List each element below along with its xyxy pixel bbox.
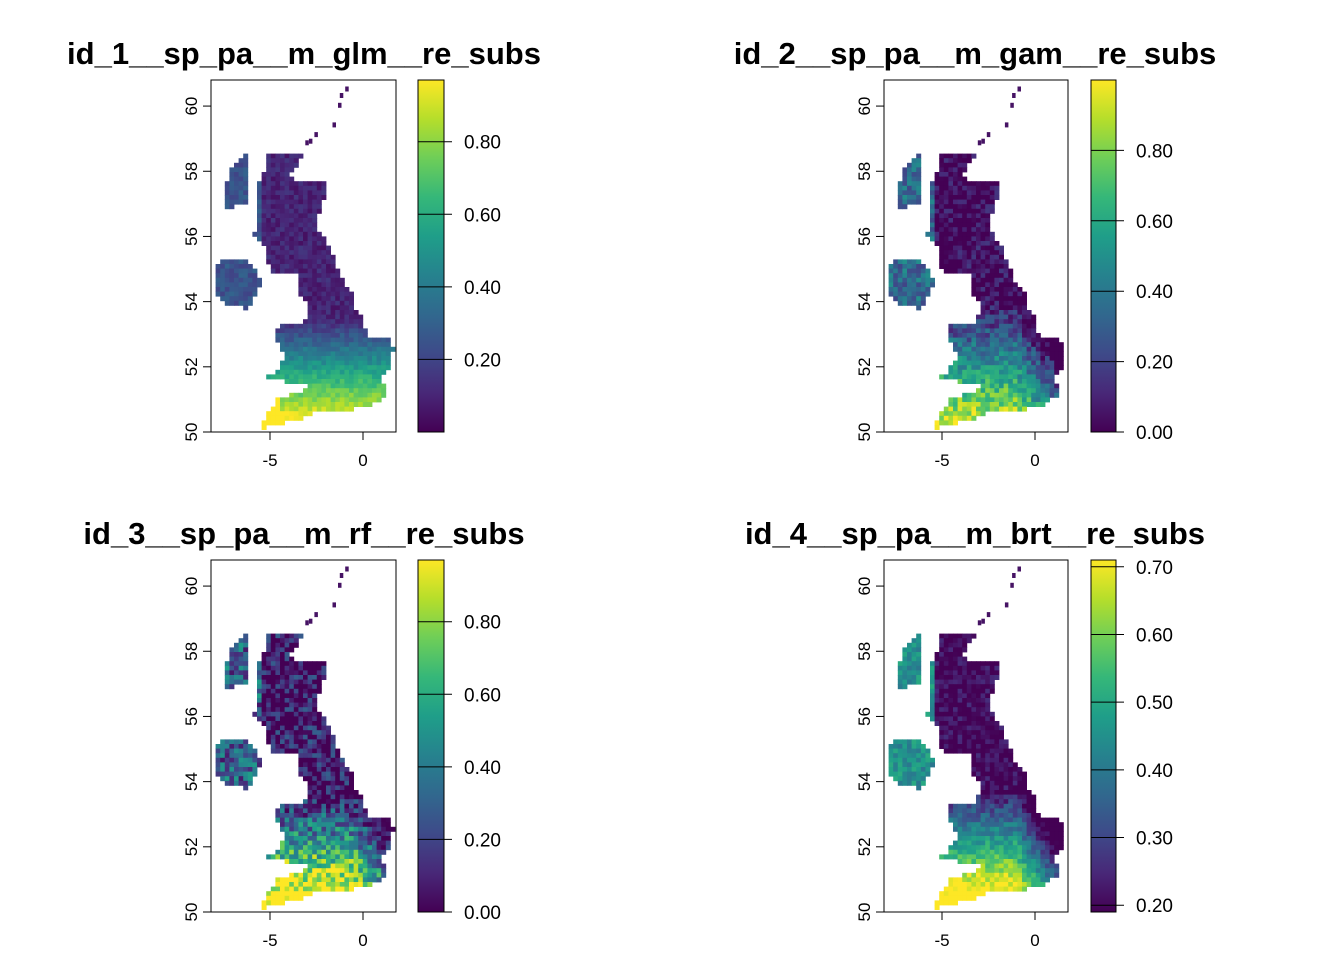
y-tick-label: 56 [855,227,874,246]
colorbar-tick-label: 0.00 [1136,423,1173,444]
y-tick-label: 52 [855,357,874,376]
y-tick-label: 52 [855,837,874,856]
x-tick-label: 0 [1030,451,1039,470]
map-panel-4: id_4__sp_pa__m_brt__re_subs 50 52 54 56 58 60 -… [745,516,1205,950]
panel-title: id_4__sp_pa__m_brt__re_subs [745,516,1205,551]
y-tick-label: 50 [182,903,201,922]
colorbar-gradient [417,79,445,433]
y-tick-label: 54 [855,292,874,311]
x-axis: -5 0 [262,432,368,470]
colorbar-tick-label: 0.40 [1136,761,1173,782]
x-tick-label: -5 [934,931,949,950]
y-tick-label: 52 [182,357,201,376]
colorbar-tick-label: 0.40 [1136,282,1173,303]
panel-title: id_1__sp_pa__m_glm__re_subs [67,36,541,71]
x-axis: -5 0 [934,432,1040,470]
suitability-raster [888,86,1064,430]
y-axis: 50 52 54 56 58 60 [855,97,884,442]
map-panel-1: id_1__sp_pa__m_glm__re_subs 50 52 54 56 58 60 -… [67,36,541,470]
y-tick-label: 54 [182,292,201,311]
colorbar-tick-label: 0.20 [464,830,501,851]
colorbar: 0.00 0.20 0.40 0.60 0.80 [417,559,501,924]
plot-frame [883,559,1069,913]
x-axis: -5 0 [262,912,368,950]
x-tick-label: -5 [262,451,277,470]
y-tick-label: 60 [855,97,874,116]
x-tick-label: 0 [358,451,367,470]
y-tick-label: 58 [182,642,201,661]
panel-title: id_2__sp_pa__m_gam__re_subs [734,36,1217,71]
suitability-raster [888,566,1064,910]
colorbar-tick-label: 0.20 [1136,353,1173,374]
colorbar-tick-label: 0.60 [1136,212,1173,233]
colorbar-tick-label: 0.50 [1136,693,1173,714]
y-tick-label: 58 [855,162,874,181]
colorbar-tick-label: 0.80 [464,613,501,634]
y-tick-label: 50 [182,423,201,442]
y-axis: 50 52 54 56 58 60 [182,97,211,442]
y-axis: 50 52 54 56 58 60 [855,577,884,922]
map-panel-3: id_3__sp_pa__m_rf__re_subs 50 52 54 56 58 60 -5… [83,516,524,950]
y-tick-label: 50 [855,903,874,922]
y-tick-label: 56 [182,707,201,726]
colorbar-tick-label: 0.40 [464,758,501,779]
colorbar-tick-label: 0.30 [1136,829,1173,850]
colorbar-tick-label: 0.40 [464,278,501,299]
plot-frame [883,79,1069,433]
y-axis: 50 52 54 56 58 60 [182,577,211,922]
y-tick-label: 56 [182,227,201,246]
y-tick-label: 60 [182,577,201,596]
x-tick-label: 0 [358,931,367,950]
x-tick-label: 0 [1030,931,1039,950]
suitability-raster [215,566,396,910]
plot-frame [210,559,397,913]
suitability-raster [215,86,396,430]
colorbar-tick-label: 0.60 [464,685,501,706]
colorbar-tick-label: 0.20 [1136,896,1173,917]
x-tick-label: -5 [262,931,277,950]
y-tick-label: 60 [855,577,874,596]
y-tick-label: 54 [182,772,201,791]
colorbar: 0.00 0.20 0.40 0.60 0.80 [1090,79,1173,444]
colorbar-tick-label: 0.70 [1136,558,1173,579]
map-panel-2: id_2__sp_pa__m_gam__re_subs 50 52 54 56 58 60 -… [734,36,1217,470]
colorbar-tick-label: 0.80 [1136,141,1173,162]
colorbar-tick-label: 0.60 [464,205,501,226]
colorbar-gradient [1090,559,1117,913]
y-tick-label: 52 [182,837,201,856]
colorbar-tick-label: 0.00 [464,903,501,924]
colorbar-tick-label: 0.60 [1136,625,1173,646]
y-tick-label: 58 [182,162,201,181]
y-tick-label: 60 [182,97,201,116]
y-tick-label: 50 [855,423,874,442]
colorbar-tick-label: 0.80 [464,133,501,154]
y-tick-label: 56 [855,707,874,726]
x-axis: -5 0 [934,912,1040,950]
x-tick-label: -5 [934,451,949,470]
colorbar: 0.20 0.40 0.60 0.80 [417,79,501,433]
colorbar-tick-label: 0.20 [464,350,501,371]
colorbar: 0.20 0.30 0.40 0.50 0.60 0.70 [1090,558,1173,917]
colorbar-gradient [1090,79,1117,433]
plot-frame [210,79,397,433]
y-tick-label: 58 [855,642,874,661]
colorbar-gradient [417,559,445,913]
panel-title: id_3__sp_pa__m_rf__re_subs [83,516,524,551]
y-tick-label: 54 [855,772,874,791]
